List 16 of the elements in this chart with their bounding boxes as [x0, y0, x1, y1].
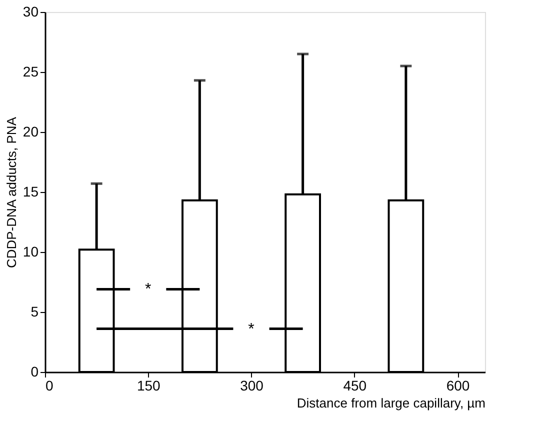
- y-tick-label: 20: [22, 124, 39, 140]
- y-tick-label: 10: [22, 244, 39, 260]
- annotation: *: [248, 320, 254, 338]
- y-tick-label: 25: [22, 64, 39, 80]
- x-tick-label: 600: [446, 378, 470, 394]
- x-tick-label: 0: [46, 378, 54, 394]
- y-tick-label: 15: [22, 184, 39, 200]
- y-tick-label: 5: [30, 304, 39, 320]
- y-axis-title: CDDP-DNA adducts, PNA: [4, 116, 19, 268]
- x-axis-title: Distance from large capillary, µm: [296, 396, 486, 410]
- x-tick-label: 300: [240, 378, 264, 394]
- x-tick-label: 450: [343, 378, 367, 394]
- x-tick-label: 150: [136, 378, 161, 394]
- y-tick-label: 0: [30, 364, 39, 380]
- y-tick-label: 30: [22, 4, 39, 20]
- annotation: *: [145, 281, 152, 298]
